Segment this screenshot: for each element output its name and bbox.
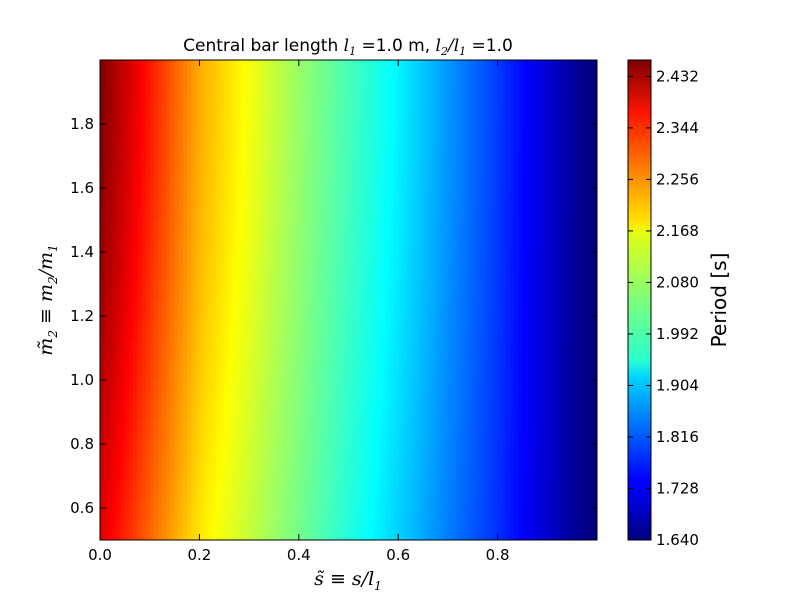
colorbar-ticks: 1.640 1.728 1.816 1.904 1.992 2.080 2.168 2.256… — [628, 67, 699, 549]
y-tick-label: 1.2 — [70, 307, 94, 325]
y-tick-label: 1.4 — [70, 243, 94, 261]
x-tick-label: 0.6 — [386, 546, 410, 564]
colorbar-tick-label: 1.904 — [656, 376, 699, 394]
colorbar-tick-label: 1.640 — [656, 531, 699, 549]
x-tick-label: 0.2 — [187, 546, 211, 564]
x-axis-label: s̃ ≡ s/l1 — [314, 568, 382, 593]
colorbar-tick-label: 2.432 — [656, 67, 699, 85]
y-tick-label: 1.0 — [70, 371, 94, 389]
x-tick-label: 0.8 — [486, 546, 510, 564]
x-tick-label: 0.0 — [88, 546, 112, 564]
y-tick-label: 0.8 — [70, 435, 94, 453]
y-tick-label: 1.8 — [70, 115, 94, 133]
y-tick-label: 0.6 — [70, 499, 94, 517]
colorbar-tick-label: 2.256 — [656, 170, 699, 188]
colorbar — [627, 59, 652, 541]
colorbar-tick-label: 2.080 — [656, 273, 699, 291]
period-heatmap — [100, 60, 597, 540]
colorbar-tick-label: 2.344 — [656, 119, 699, 137]
y-axis-ticks: 0.6 0.8 1.0 1.2 1.4 1.6 1.8 — [70, 115, 597, 517]
colorbar-tick-label: 2.168 — [656, 222, 699, 240]
colorbar-tick-label: 1.992 — [656, 325, 699, 343]
colorbar-tick-label: 1.728 — [656, 479, 699, 497]
colorbar-tick-label: 1.816 — [656, 428, 699, 446]
x-axis-ticks: 0.0 0.2 0.4 0.6 0.8 — [88, 60, 510, 564]
plot-frame — [99, 59, 598, 541]
colorbar-label: Period [s] — [707, 253, 731, 348]
chart-title: Central bar length l1 =1.0 m, l2/l1 =1.0 — [183, 36, 513, 58]
y-axis-label: m̃2 ≡ m2/m1 — [35, 244, 60, 355]
x-tick-label: 0.4 — [287, 546, 311, 564]
y-tick-label: 1.6 — [70, 179, 94, 197]
